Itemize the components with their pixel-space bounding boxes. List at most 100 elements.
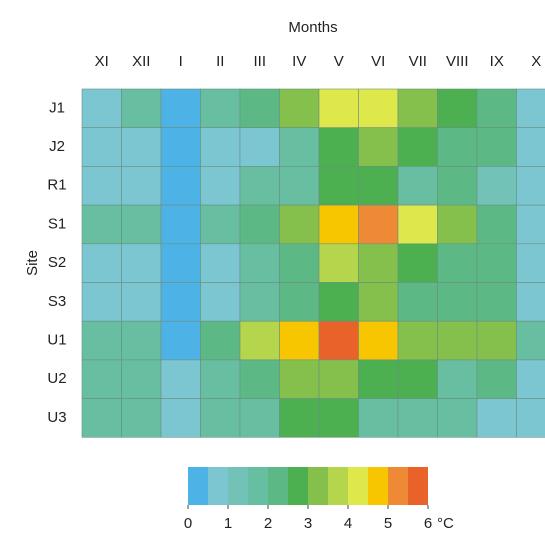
colorbar-cell (408, 467, 428, 505)
heatmap-cell (160, 359, 201, 399)
heatmap-cell (239, 359, 280, 399)
heatmap-cell (279, 127, 320, 167)
heatmap-cell (476, 127, 517, 167)
heatmap-cell (200, 204, 241, 245)
heatmap-cell (160, 204, 201, 245)
heatmap-cell (81, 243, 122, 283)
heatmap-cell (200, 166, 241, 206)
heatmap-cell (279, 243, 320, 283)
heatmap-cell (279, 204, 320, 245)
heatmap-cell (200, 88, 241, 129)
x-tick-label: V (334, 53, 344, 70)
heatmap-cell (239, 398, 280, 438)
colorbar-tick-label: 4 (344, 515, 352, 532)
heatmap-cell (81, 166, 122, 206)
x-tick-label: X (531, 53, 541, 70)
heatmap-cell (200, 127, 241, 167)
heatmap-cell (160, 88, 201, 129)
heatmap-cell (318, 243, 359, 283)
heatmap-cell (516, 243, 545, 283)
colorbar-cell (288, 467, 308, 505)
x-tick-label: IV (292, 53, 306, 70)
colorbar-cell (348, 467, 368, 505)
heatmap-cell (121, 398, 162, 438)
heatmap-cell (516, 282, 545, 322)
heatmap-cell (239, 166, 280, 206)
x-tick-label: II (216, 53, 224, 70)
heatmap-cell (160, 282, 201, 322)
heatmap-cell (437, 204, 478, 245)
heatmap-cell (121, 166, 162, 206)
colorbar-tick-label: 6 (424, 515, 432, 532)
heatmap-cell (397, 127, 438, 167)
heatmap-cell (476, 88, 517, 129)
heatmap-cell (437, 282, 478, 322)
heatmap-cell (397, 243, 438, 283)
colorbar-cell (388, 467, 408, 505)
heatmap-cell (279, 320, 320, 361)
heatmap-cell (437, 166, 478, 206)
colorbar-cell (188, 467, 208, 505)
heatmap-cell (318, 204, 359, 245)
heatmap-cell (437, 88, 478, 129)
heatmap-cell (81, 127, 122, 167)
heatmap-cell (121, 320, 162, 361)
heatmap-cell (437, 359, 478, 399)
heatmap-cell (239, 243, 280, 283)
heatmap-cell (121, 204, 162, 245)
heatmap-cell (358, 204, 399, 245)
heatmap-cell (476, 166, 517, 206)
heatmap-cell (437, 127, 478, 167)
heatmap-cell (358, 359, 399, 399)
y-tick-label: S2 (48, 254, 66, 271)
heatmap-cell (279, 398, 320, 438)
y-axis-title: Site (24, 250, 41, 276)
heatmap-cell (318, 282, 359, 322)
heatmap-cell (279, 282, 320, 322)
heatmap-cell (81, 88, 122, 129)
heatmap-cell (358, 127, 399, 167)
heatmap-cell (358, 88, 399, 129)
heatmap-cell (81, 359, 122, 399)
heatmap-cell (239, 88, 280, 129)
heatmap-cell (121, 88, 162, 129)
heatmap-cell (81, 398, 122, 438)
heatmap-cell (437, 398, 478, 438)
heatmap-cell (397, 320, 438, 361)
heatmap-cell (358, 282, 399, 322)
y-tick-label: R1 (47, 177, 66, 194)
heatmap-cell (200, 320, 241, 361)
heatmap-cell (358, 398, 399, 438)
heatmap-cell (516, 88, 545, 129)
y-tick-label: S3 (48, 293, 66, 310)
heatmap-cell (81, 204, 122, 245)
x-tick-label: XII (132, 53, 150, 70)
heatmap-cell (358, 243, 399, 283)
x-tick-label: VIII (446, 53, 469, 70)
heatmap-cell (279, 166, 320, 206)
colorbar-cell (308, 467, 328, 505)
heatmap-cell (318, 320, 359, 361)
heatmap-cell (318, 88, 359, 129)
x-tick-label: VII (409, 53, 427, 70)
y-tick-label: J2 (49, 138, 65, 155)
heatmap-cell (160, 166, 201, 206)
heatmap-cell (476, 398, 517, 438)
heatmap-cell (318, 166, 359, 206)
x-axis-title: Months (288, 19, 337, 36)
heatmap-cell (437, 320, 478, 361)
heatmap-cell (121, 127, 162, 167)
heatmap-cell (476, 359, 517, 399)
colorbar-unit: °C (437, 515, 454, 532)
heatmap-cell (516, 166, 545, 206)
heatmap-cell (160, 320, 201, 361)
y-tick-label: U2 (47, 370, 66, 387)
heatmap-cell (318, 359, 359, 399)
colorbar-tick-label: 0 (184, 515, 192, 532)
heatmap-cell (358, 320, 399, 361)
heatmap-cell (397, 359, 438, 399)
heatmap-cell (160, 398, 201, 438)
colorbar-cell (268, 467, 288, 505)
heatmap-cell (239, 282, 280, 322)
heatmap-cell (397, 282, 438, 322)
